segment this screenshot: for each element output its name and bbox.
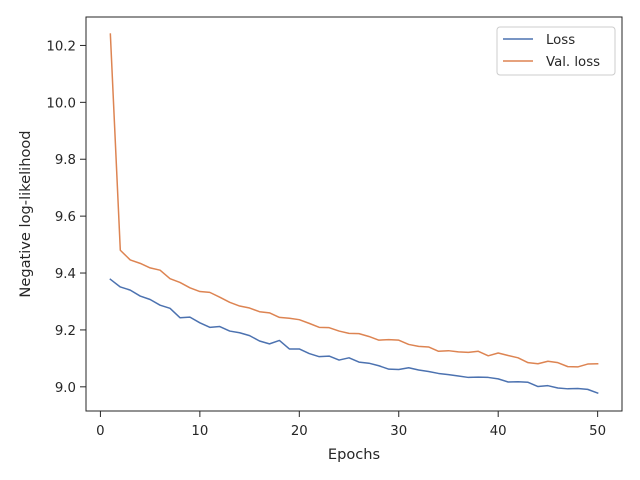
x-tick-label: 50 (589, 424, 606, 439)
y-tick-label: 9.6 (55, 210, 76, 225)
y-tick-label: 9.8 (55, 153, 76, 168)
plot-frame (85, 16, 623, 412)
legend: Loss Val. loss (496, 26, 616, 76)
legend-label-val-loss: Val. loss (546, 55, 600, 70)
plot-lines (109, 33, 599, 395)
y-tick-label: 9.2 (55, 324, 76, 339)
y-tick-label: 9.0 (55, 381, 76, 396)
series-line-val-loss (109, 33, 599, 368)
x-tick-label: 10 (191, 424, 208, 439)
x-tick-label: 40 (490, 424, 507, 439)
series-line-loss (109, 278, 599, 395)
y-axis-label: Negative log-likelihood (17, 130, 34, 297)
x-axis-ticks: 0 10 20 30 40 50 (96, 411, 606, 439)
x-axis-label: Epochs (328, 446, 380, 463)
x-tick-label: 30 (390, 424, 407, 439)
x-tick-label: 0 (96, 424, 104, 439)
y-tick-label: 10.0 (46, 96, 76, 111)
x-tick-label: 20 (291, 424, 308, 439)
y-axis-ticks: 9.0 9.2 9.4 9.6 9.8 10.0 10.2 (46, 39, 86, 396)
y-tick-label: 10.2 (46, 39, 76, 54)
y-tick-label: 9.4 (55, 267, 76, 282)
legend-label-loss: Loss (546, 33, 575, 48)
